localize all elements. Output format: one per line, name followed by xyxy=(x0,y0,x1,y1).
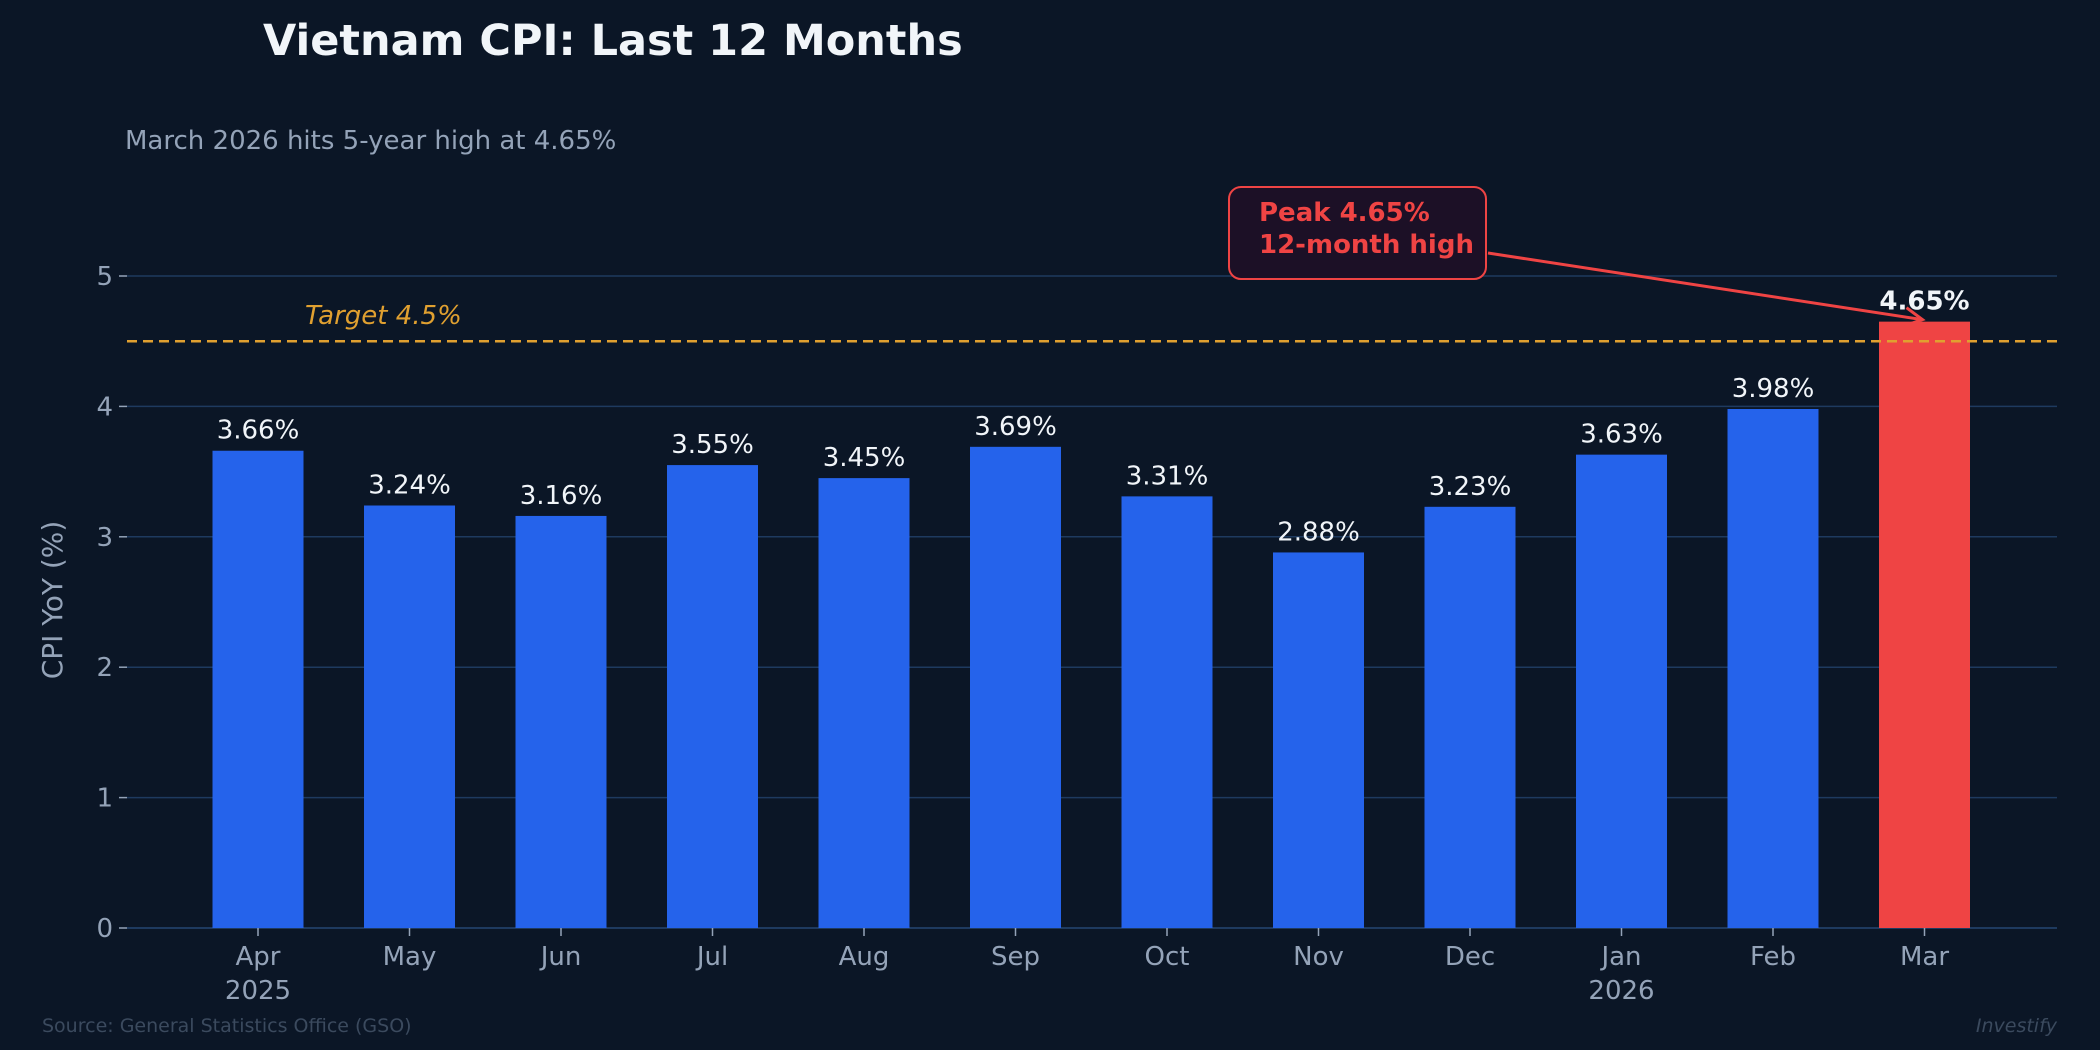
bar-jul xyxy=(667,465,758,928)
data-label: 3.45% xyxy=(823,443,906,473)
y-axis-label: CPI YoY (%) xyxy=(36,521,69,680)
y-tick-label: 1 xyxy=(96,784,113,814)
y-tick-label: 3 xyxy=(96,523,113,553)
annotation-text: Peak 4.65% xyxy=(1259,198,1430,228)
x-tick-label: Apr xyxy=(236,942,281,972)
x-tick-label: Oct xyxy=(1145,942,1190,972)
y-tick-label: 2 xyxy=(96,653,113,683)
data-label: 3.98% xyxy=(1732,374,1815,404)
bar-nov xyxy=(1273,552,1364,928)
bars: 3.66% 3.24% 3.16% 3.55% 3.45% 3.69% 3.31% 2.88%… xyxy=(212,287,1970,928)
data-label: 3.31% xyxy=(1126,461,1209,491)
target-label: Target 4.5% xyxy=(305,301,462,331)
x-year-label: 2026 xyxy=(1588,976,1654,1006)
x-tick-label: Jan xyxy=(1599,942,1641,972)
data-label: 3.63% xyxy=(1580,420,1663,450)
x-tick-label: Aug xyxy=(839,942,890,972)
bar-may xyxy=(364,505,455,928)
data-label: 3.69% xyxy=(974,412,1057,442)
peak-annotation: Peak 4.65%12-month high xyxy=(1228,186,1926,328)
brand-watermark: Investify xyxy=(1976,1015,2058,1037)
bar-jan xyxy=(1576,454,1667,928)
data-label: 2.88% xyxy=(1277,517,1360,547)
annotation-text: 12-month high xyxy=(1259,230,1474,260)
x-tick-label: Dec xyxy=(1445,942,1495,972)
x-tick-label: Feb xyxy=(1750,942,1796,972)
y-tick-label: 0 xyxy=(96,914,113,944)
x-tick-label: Mar xyxy=(1900,942,1949,972)
bar-feb xyxy=(1727,409,1819,928)
annotation-box xyxy=(1228,186,1487,280)
target-line-group: Target 4.5% xyxy=(127,301,2057,343)
annotation-arrow xyxy=(1487,251,1923,322)
data-label: 4.65% xyxy=(1879,287,1969,317)
arrowhead-icon xyxy=(1904,306,1926,328)
data-label: 3.66% xyxy=(217,416,300,446)
y-tick-label: 5 xyxy=(96,262,113,292)
y-tick-label: 4 xyxy=(96,392,113,422)
bar-apr xyxy=(212,450,304,928)
x-tick-label: Sep xyxy=(991,942,1040,972)
bar-jun xyxy=(515,515,607,928)
x-tick-label: May xyxy=(383,942,437,972)
data-label: 3.55% xyxy=(671,430,754,460)
data-label: 3.23% xyxy=(1429,472,1512,502)
y-axis-ticks: 0 1 2 3 4 5 xyxy=(96,262,127,944)
x-tick-label: Jun xyxy=(539,942,582,972)
x-tick-label: Nov xyxy=(1293,942,1344,972)
chart-title: Vietnam CPI: Last 12 Months xyxy=(263,16,963,66)
source-note: Source: General Statistics Office (GSO) xyxy=(42,1015,412,1037)
bar-oct xyxy=(1121,496,1213,928)
data-label: 3.16% xyxy=(520,481,603,511)
bar-aug xyxy=(818,478,910,928)
x-tick-label: Jul xyxy=(695,942,728,972)
bar-mar xyxy=(1879,321,1970,928)
chart-subtitle: March 2026 hits 5-year high at 4.65% xyxy=(125,126,616,156)
x-axis-ticks: Apr 2025 May Jun Jul Aug Sep Oct Nov Dec Jan 2026 Fe… xyxy=(225,928,1949,1006)
bar-sep xyxy=(970,446,1061,928)
bar-dec xyxy=(1424,506,1516,928)
x-year-label: 2025 xyxy=(225,976,291,1006)
data-label: 3.24% xyxy=(368,471,451,501)
